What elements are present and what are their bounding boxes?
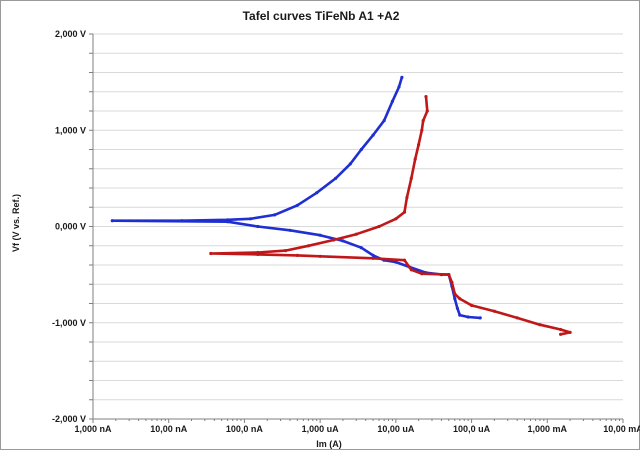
series-1-point [226, 220, 230, 224]
series-2-point [413, 157, 417, 161]
series-1-point [394, 260, 398, 264]
series-2-point [402, 210, 407, 214]
x-tick-label: 100,0 nA [226, 424, 264, 434]
series-1-point [478, 316, 482, 320]
series-1-point [315, 191, 319, 195]
tick-labels: 2,000 V1,000 V0,000 V-1,000 V-2,000 V1,0… [52, 29, 640, 434]
series-2-point [421, 119, 425, 123]
series-2-point [318, 254, 322, 258]
x-tick-label: 1,000 mA [528, 424, 568, 434]
y-tick-label: -2,000 V [52, 414, 86, 424]
series-1-point [295, 203, 299, 207]
series-2-point [559, 332, 563, 336]
series-2-point [559, 327, 563, 332]
series-2-point [420, 272, 424, 276]
axes [89, 33, 624, 423]
y-tick-label: 0,000 V [55, 222, 86, 232]
series-1-point [288, 228, 292, 232]
series-1-point [400, 75, 404, 79]
series-2-point [568, 330, 572, 334]
series-2-point [402, 258, 407, 262]
series-1-point [371, 133, 375, 137]
series-2-point [470, 303, 474, 307]
series-1-point [273, 213, 277, 217]
series-1-point [390, 99, 394, 103]
series-1-point [110, 219, 114, 223]
series-2-point [538, 323, 542, 327]
series-2-point [424, 95, 428, 99]
series-2-point [417, 143, 421, 147]
series-2-point [447, 273, 451, 277]
series-1-point [348, 162, 352, 166]
series-2-point [295, 253, 299, 257]
series-2-point [331, 238, 336, 242]
series-1-point [455, 306, 459, 310]
series-2-point [492, 309, 496, 313]
series-2-point [209, 251, 213, 256]
series-1-point [359, 147, 363, 152]
series-2-point [409, 176, 413, 180]
series-2-point [354, 232, 358, 236]
series-2-point [405, 196, 409, 200]
series-1-point [466, 315, 470, 319]
series-2-point [306, 244, 310, 248]
series-1-point [248, 217, 252, 221]
series-1-point [458, 313, 462, 317]
series-2-point [453, 292, 457, 296]
x-tick-label: 1,000 uA [302, 424, 340, 434]
series-1-point [256, 224, 260, 229]
x-tick-label: 100,0 uA [453, 424, 491, 434]
series-1-point [397, 85, 401, 89]
series-2-point [458, 297, 462, 301]
series-1-point [318, 233, 322, 237]
series-1-point [371, 253, 375, 257]
series-2-point [256, 252, 260, 256]
series-2-point [420, 128, 424, 132]
y-axis-label: Vf (V vs. Ref.) [11, 194, 21, 252]
x-tick-label: 10,00 uA [377, 424, 415, 434]
series-2-point [425, 109, 429, 113]
series-2-point [371, 256, 375, 260]
y-tick-label: 2,000 V [55, 29, 86, 39]
series-1-point [359, 246, 363, 250]
series-layer [110, 75, 572, 336]
x-tick-label: 10,00 mA [603, 424, 640, 434]
series-2-point [284, 249, 288, 253]
y-tick-label: 1,000 V [55, 125, 86, 135]
series-1-point [382, 119, 386, 123]
y-tick-label: -1,000 V [52, 318, 86, 328]
chart-title: Tafel curves TiFeNb A1 +A2 [243, 9, 400, 23]
series-2-point [515, 316, 519, 320]
series-2-point [409, 268, 413, 272]
series-1-point [180, 219, 184, 223]
series-2-point [450, 280, 454, 284]
grid-lines [93, 33, 623, 420]
series-1-point [341, 239, 345, 243]
series-2-point [377, 224, 381, 229]
x-tick-label: 10,00 nA [150, 424, 188, 434]
series-2-point [394, 217, 398, 221]
series-1-point [334, 176, 338, 180]
series-1-point [453, 297, 457, 301]
x-tick-label: 1,000 nA [74, 424, 112, 434]
x-axis-label: Im (A) [316, 439, 342, 449]
